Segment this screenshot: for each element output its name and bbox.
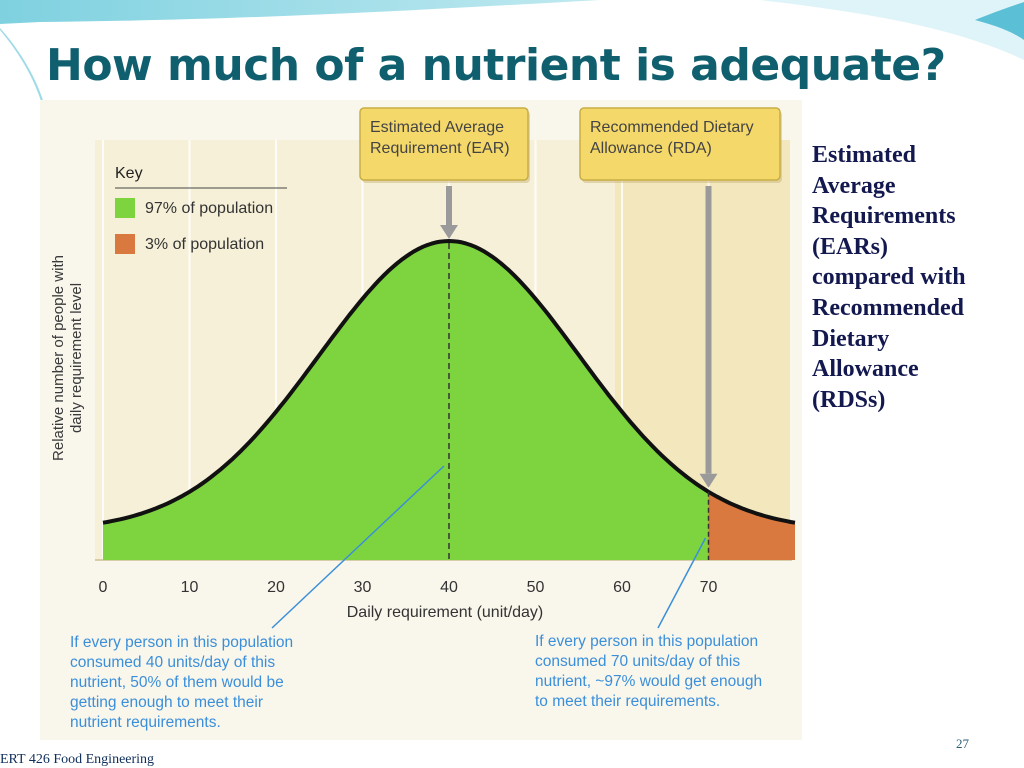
rda-note-text: to meet their requirements.: [535, 693, 720, 710]
side-caption-line: Average: [812, 172, 896, 199]
rda-callout-text: Allowance (RDA): [590, 140, 712, 157]
x-tick-label: 40: [440, 579, 458, 596]
ear-note-text: nutrient requirements.: [70, 714, 221, 731]
side-caption-line: Estimated: [812, 142, 916, 168]
ear-callout-text: Estimated Average: [370, 119, 504, 136]
rda-note-text: If every person in this population: [535, 633, 758, 650]
ear-note-text: consumed 40 units/day of this: [70, 654, 275, 671]
x-tick-label: 60: [613, 579, 631, 596]
ear-note-text: nutrient, 50% of them would be: [70, 674, 284, 691]
y-axis-label-line: daily requirement level: [68, 283, 85, 433]
side-caption-line: Requirements: [812, 203, 956, 230]
ear-note-leader-line: [271, 465, 445, 629]
distribution-curve: [102, 239, 796, 525]
rda-callout-box: [579, 107, 781, 181]
legend-label: 3% of population: [145, 236, 264, 253]
top-right-swoosh: [760, 0, 1024, 60]
footer-course: ERT 426 Food Engineering: [0, 752, 155, 767]
legend-label: 97% of population: [145, 200, 273, 217]
side-caption-line: Allowance: [812, 356, 919, 383]
side-caption-line: (RDSs): [812, 386, 886, 413]
x-tick-label: 70: [700, 579, 718, 596]
rda-note-text: nutrient, ~97% would get enough: [535, 673, 762, 690]
rda-arrow-head: [699, 473, 718, 488]
legend-swatch: [115, 198, 135, 218]
ear-arrow-head: [440, 225, 458, 239]
side-caption-line: (EARs): [812, 233, 888, 260]
rda-callout-text: Recommended Dietary: [590, 119, 754, 136]
side-caption-line: Dietary: [812, 325, 890, 352]
ear-callout-text: Requirement (EAR): [370, 140, 510, 157]
x-tick-label: 50: [527, 579, 545, 596]
y-axis-label-line: Relative number of people with: [50, 255, 67, 461]
ear-note-text: If every person in this population: [70, 634, 293, 651]
rda-note-text: consumed 70 units/day of this: [535, 653, 740, 670]
legend-title: Key: [115, 165, 143, 182]
x-tick-label: 30: [354, 579, 372, 596]
area-97-percent: [103, 241, 709, 560]
side-caption: Estimated Average Requirements (EARs) co…: [812, 140, 1012, 415]
side-caption-line: compared with: [812, 264, 966, 291]
figure-panel: Relative number of people withdaily requ…: [40, 100, 802, 740]
top-swoosh: [0, 0, 600, 24]
side-caption-line: Recommended: [812, 294, 964, 321]
ear-callout-box: [359, 107, 529, 181]
rda-arrow-shaft: [705, 186, 712, 474]
ear-note-text: getting enough to meet their: [70, 694, 263, 711]
x-tick-label: 0: [99, 579, 108, 596]
area-3-percent: [708, 491, 795, 560]
ear-arrow-shaft: [446, 186, 452, 225]
slide-number: 27: [956, 736, 969, 751]
legend-swatch: [115, 234, 135, 254]
rda-note-leader-line: [657, 537, 707, 629]
right-swoosh: [975, 2, 1024, 40]
y-axis-label: Relative number of people withdaily requ…: [50, 255, 85, 461]
x-tick-label: 20: [267, 579, 285, 596]
x-axis-label: Daily requirement (unit/day): [347, 604, 544, 621]
x-tick-label: 10: [181, 579, 199, 596]
slide-title: How much of a nutrient is adequate?: [46, 40, 946, 91]
bell-curve-chart: Relative number of people withdaily requ…: [50, 107, 796, 731]
